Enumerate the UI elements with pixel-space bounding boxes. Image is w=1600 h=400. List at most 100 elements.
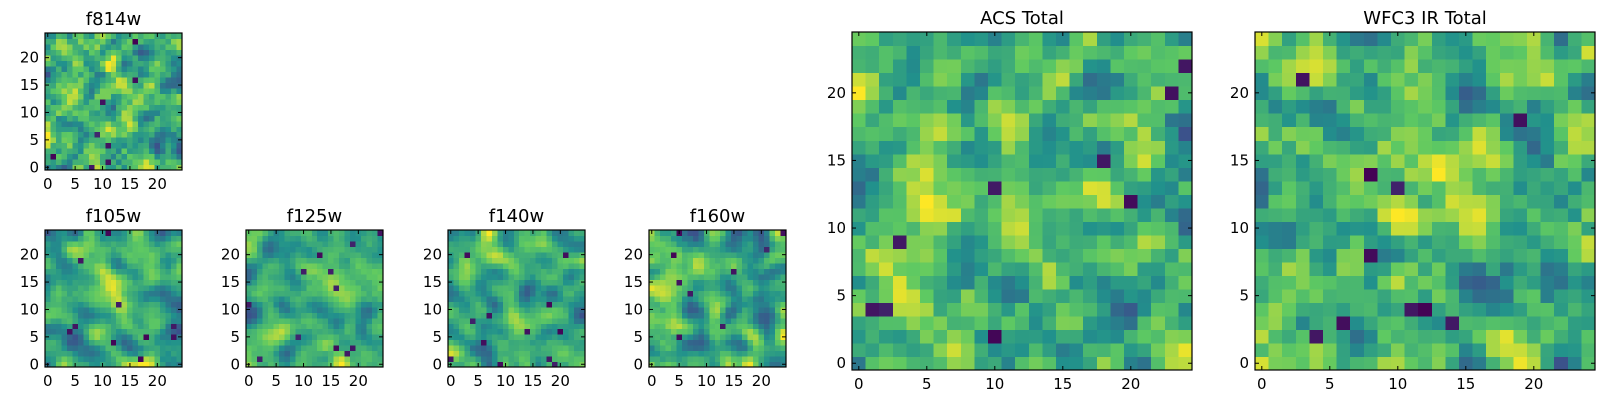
heatmap-cell xyxy=(541,301,548,308)
heatmap-cells xyxy=(852,32,1193,371)
heatmap-cell xyxy=(1404,180,1419,195)
heatmap-cell xyxy=(328,306,335,313)
heatmap-cell xyxy=(736,306,743,313)
y-tick-label: 20 xyxy=(20,49,39,67)
heatmap-cell xyxy=(246,273,253,280)
heatmap-cell xyxy=(1459,99,1474,114)
heatmap-cell xyxy=(1554,86,1569,101)
heatmap-cell xyxy=(72,142,79,149)
heatmap-cell xyxy=(546,268,553,275)
heatmap-cell xyxy=(670,356,677,363)
heatmap-cell xyxy=(160,131,167,138)
heatmap-cell xyxy=(1083,261,1098,276)
heatmap-cell xyxy=(753,268,760,275)
heatmap-cell xyxy=(256,345,264,352)
heatmap-cell xyxy=(535,306,542,313)
heatmap-cell xyxy=(83,328,90,335)
heatmap-cell xyxy=(160,312,167,319)
heatmap-cell xyxy=(530,339,537,346)
heatmap-cell xyxy=(317,306,324,313)
heatmap-cell xyxy=(72,251,79,258)
heatmap-cell xyxy=(988,59,1003,74)
heatmap-cell xyxy=(77,76,84,83)
heatmap-cell xyxy=(1309,315,1324,331)
heatmap-cell xyxy=(77,301,84,308)
heatmap-cell xyxy=(775,235,782,242)
heatmap-cell xyxy=(295,312,302,319)
heatmap-cell xyxy=(1513,140,1528,155)
heatmap-cell xyxy=(1096,153,1111,168)
heatmap-cell xyxy=(339,235,346,242)
heatmap-cell xyxy=(176,339,183,346)
heatmap-cell xyxy=(160,306,167,313)
heatmap-cell xyxy=(88,262,95,269)
heatmap-cell xyxy=(714,262,721,269)
heatmap-cell xyxy=(513,268,520,275)
heatmap-cell xyxy=(317,295,324,302)
heatmap-cell xyxy=(546,246,553,253)
heatmap-cell xyxy=(176,76,183,83)
heatmap-cell xyxy=(469,323,476,330)
heatmap-cell xyxy=(731,323,738,330)
heatmap-cell xyxy=(61,159,68,166)
heatmap-cell xyxy=(546,301,553,308)
heatmap-cell xyxy=(50,246,57,253)
heatmap-cell xyxy=(50,339,57,346)
heatmap-cell xyxy=(947,59,962,74)
heatmap-cell xyxy=(486,262,493,269)
heatmap-cell xyxy=(1295,356,1310,371)
heatmap-cell xyxy=(176,98,183,105)
heatmap-cell xyxy=(659,339,667,346)
heatmap-cell xyxy=(94,126,101,133)
heatmap-cell xyxy=(311,284,318,291)
heatmap-cell xyxy=(541,230,548,237)
heatmap-cell xyxy=(105,71,112,78)
heatmap-cell xyxy=(1567,248,1582,263)
heatmap-cell xyxy=(366,268,373,275)
heatmap-cell xyxy=(497,328,504,335)
heatmap-cell xyxy=(775,290,782,297)
heatmap-cell xyxy=(116,323,123,330)
heatmap-cell xyxy=(149,126,156,133)
heatmap-cell xyxy=(1178,32,1193,47)
heatmap-cell xyxy=(1137,86,1152,101)
heatmap-cell xyxy=(366,262,373,269)
heatmap-cell xyxy=(1137,59,1152,74)
heatmap-cell xyxy=(659,246,667,253)
heatmap-cell xyxy=(709,251,716,258)
heatmap-cell xyxy=(1137,356,1152,371)
heatmap-cell xyxy=(1137,126,1152,141)
heatmap-cell xyxy=(720,273,727,280)
heatmap-cell xyxy=(1459,167,1474,182)
heatmap-cell xyxy=(333,301,340,308)
heatmap-cell xyxy=(262,290,269,297)
heatmap-cell xyxy=(1527,153,1542,168)
heatmap-cell xyxy=(355,339,362,346)
heatmap-cell xyxy=(1472,167,1487,182)
heatmap-cell xyxy=(1540,45,1555,60)
heatmap-cell xyxy=(149,334,156,341)
heatmap-cell xyxy=(165,328,172,335)
heatmap-cell xyxy=(736,246,743,253)
heatmap-cell xyxy=(160,345,167,352)
heatmap-cell xyxy=(508,262,515,269)
heatmap-cell xyxy=(344,306,351,313)
heatmap-cell xyxy=(1404,315,1419,331)
heatmap-cell xyxy=(50,356,57,363)
heatmap-cell xyxy=(736,257,743,264)
heatmap-cell xyxy=(486,284,493,291)
heatmap-cell xyxy=(563,240,570,248)
heatmap-cell xyxy=(731,334,738,341)
heatmap-cell xyxy=(497,273,504,280)
heatmap-cell xyxy=(1178,261,1193,276)
heatmap-cell xyxy=(933,32,948,47)
heatmap-cell xyxy=(1391,45,1406,60)
heatmap-cell xyxy=(775,295,782,302)
heatmap-cell xyxy=(469,284,476,291)
heatmap-cell xyxy=(45,295,52,302)
heatmap-cell xyxy=(775,339,782,346)
heatmap-cell xyxy=(1178,275,1193,290)
y-tick-label: 10 xyxy=(827,219,846,237)
heatmap-cell xyxy=(497,350,504,357)
heatmap-cell xyxy=(1295,72,1310,87)
